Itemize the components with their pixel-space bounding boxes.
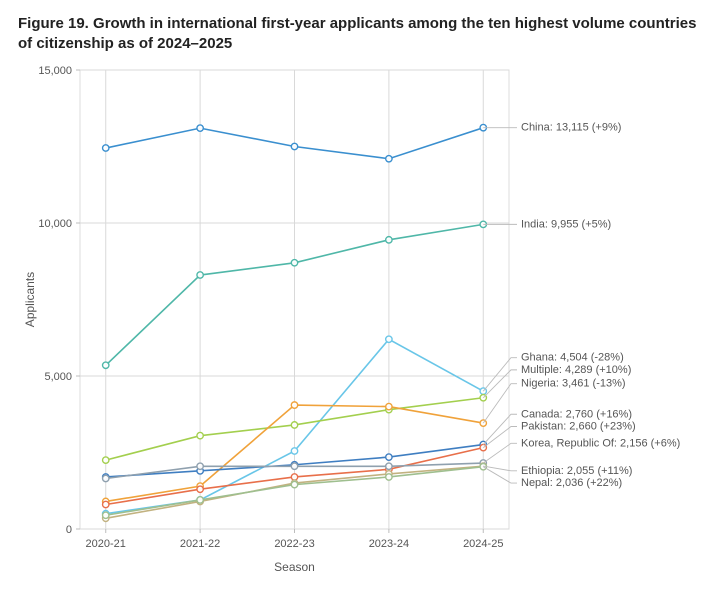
- series-end-label-ethiopia: Ethiopia: 2,055 (+11%): [521, 465, 632, 477]
- line-chart: 0 5,000 10,000 15,000 2020-21 2021-22 2022-23 2…: [18, 60, 709, 581]
- svg-text:2021-22: 2021-22: [180, 538, 220, 550]
- chart-area: 0 5,000 10,000 15,000 2020-21 2021-22 2022-23 2…: [18, 60, 709, 581]
- svg-text:5,000: 5,000: [44, 371, 72, 383]
- series-end-label-nigeria: Nigeria: 3,461 (-13%): [521, 378, 626, 390]
- y-axis-label: Applicants: [23, 272, 37, 327]
- series-end-label-nepal: Nepal: 2,036 (+22%): [521, 477, 622, 489]
- x-axis-label: Season: [274, 560, 315, 574]
- svg-text:10,000: 10,000: [38, 218, 72, 230]
- svg-text:2023-24: 2023-24: [369, 538, 409, 550]
- svg-text:2024-25: 2024-25: [463, 538, 503, 550]
- series-end-label-canada: Canada: 2,760 (+16%): [521, 408, 632, 420]
- chart-title: Figure 19. Growth in international first…: [18, 14, 701, 55]
- series-end-label-pakistan: Pakistan: 2,660 (+23%): [521, 420, 636, 432]
- series-end-label-ghana: Ghana: 4,504 (-28%): [521, 352, 624, 364]
- series-end-label-korea: Korea, Republic Of: 2,156 (+6%): [521, 437, 680, 449]
- svg-text:0: 0: [66, 524, 72, 536]
- series-end-label-multiple: Multiple: 4,289 (+10%): [521, 364, 631, 376]
- svg-text:15,000: 15,000: [38, 65, 72, 77]
- svg-text:2020-21: 2020-21: [86, 538, 126, 550]
- series-end-label-china: China: 13,115 (+9%): [521, 122, 621, 134]
- svg-text:2022-23: 2022-23: [274, 538, 314, 550]
- series-end-label-india: India: 9,955 (+5%): [521, 218, 611, 230]
